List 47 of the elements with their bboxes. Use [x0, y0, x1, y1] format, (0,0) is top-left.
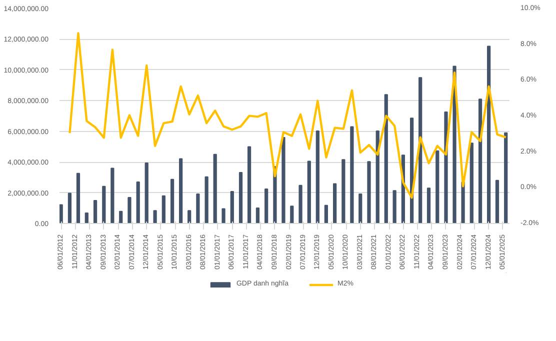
- line-series: [68, 32, 507, 199]
- bar: [110, 168, 114, 224]
- bar: [298, 184, 302, 224]
- bar: [178, 158, 183, 224]
- bar: [76, 172, 80, 224]
- bar: [470, 142, 474, 224]
- bar: [102, 186, 106, 224]
- bar: [68, 192, 72, 224]
- bar: [384, 94, 388, 224]
- bar: [282, 137, 286, 224]
- bar: [332, 183, 337, 224]
- bar: [247, 146, 252, 224]
- bar: [144, 162, 148, 224]
- bar: [136, 182, 140, 224]
- bar: [316, 130, 320, 224]
- bar: [153, 210, 157, 224]
- bar: [204, 176, 208, 224]
- bar: [222, 208, 226, 224]
- bar: [213, 154, 217, 224]
- bar: [426, 188, 431, 224]
- bar: [358, 194, 362, 224]
- bar: [350, 126, 354, 224]
- bar: [60, 204, 63, 224]
- bar: [307, 160, 311, 224]
- bar: [170, 178, 174, 224]
- bar: [504, 132, 508, 224]
- bar: [392, 190, 396, 224]
- bar: [418, 77, 422, 224]
- bar: [84, 212, 88, 224]
- bar: [162, 195, 166, 224]
- bar: [128, 197, 132, 224]
- bar: [188, 210, 192, 224]
- bar: [436, 150, 440, 224]
- bar: [290, 206, 294, 224]
- bar: [119, 210, 123, 224]
- bar: [238, 172, 243, 224]
- bar: [93, 200, 98, 224]
- bar: [196, 194, 200, 224]
- bar: [230, 191, 234, 224]
- bar: [324, 204, 328, 224]
- bar: [256, 207, 260, 224]
- bar: [342, 159, 346, 224]
- bar: [367, 161, 371, 224]
- bar: [264, 188, 268, 224]
- bar: [486, 46, 491, 224]
- bar: [478, 98, 482, 224]
- bar: [495, 180, 500, 224]
